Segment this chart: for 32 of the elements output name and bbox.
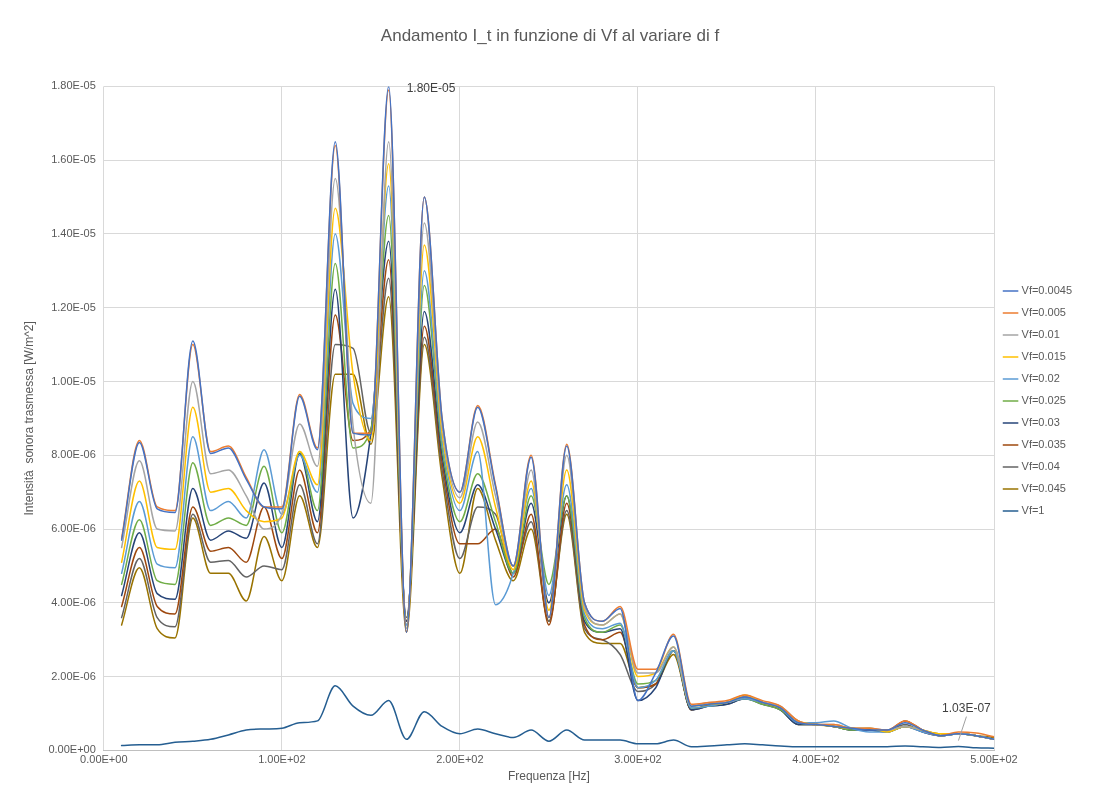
y-tick-label: 2.00E-06 bbox=[51, 669, 96, 682]
x-tick-label: 5.00E+02 bbox=[970, 753, 1018, 766]
y-tick-label: 8.00E-06 bbox=[51, 448, 96, 461]
y-tick-label: 1.60E-05 bbox=[51, 153, 96, 166]
legend-label: Vf=0.035 bbox=[1021, 438, 1066, 451]
x-tick-label: 4.00E+02 bbox=[792, 753, 840, 766]
annotation: 1.80E-05 bbox=[406, 80, 456, 95]
y-tick-label: 1.80E-05 bbox=[51, 79, 96, 92]
legend-label: Vf=0.02 bbox=[1021, 372, 1060, 385]
y-tick-label: 1.20E-05 bbox=[51, 300, 96, 313]
legend-label: Vf=0.01 bbox=[1021, 328, 1060, 341]
y-tick-label: 6.00E-06 bbox=[51, 522, 96, 535]
y-tick-label: 1.00E-05 bbox=[51, 374, 96, 387]
x-tick-label: 2.00E+02 bbox=[436, 753, 484, 766]
legend-label: Vf=0.025 bbox=[1021, 394, 1066, 407]
legend-label: Vf=0.005 bbox=[1021, 306, 1066, 319]
x-tick-label: 1.00E+02 bbox=[258, 753, 306, 766]
x-tick-label: 3.00E+02 bbox=[614, 753, 662, 766]
legend-label: Vf=0.03 bbox=[1021, 416, 1060, 429]
y-tick-label: 1.40E-05 bbox=[51, 226, 96, 239]
y-tick-label: 4.00E-06 bbox=[51, 595, 96, 608]
x-tick-label: 0.00E+00 bbox=[80, 753, 128, 766]
annotation: 1.03E-07 bbox=[942, 700, 992, 715]
legend-label: Vf=1 bbox=[1021, 504, 1045, 517]
legend-label: Vf=0.015 bbox=[1021, 350, 1066, 363]
y-axis-title: Intensità sonora trasmessa [W/m^2] bbox=[21, 321, 36, 516]
legend-label: Vf=0.04 bbox=[1021, 460, 1060, 473]
y-tick-label: 0.00E+00 bbox=[48, 743, 96, 756]
legend-label: Vf=0.045 bbox=[1021, 482, 1066, 495]
chart-title: Andamento I_t in funzione di Vf al variare di f bbox=[380, 25, 720, 45]
x-axis-title: Frequenza [Hz] bbox=[507, 769, 590, 784]
legend-label: Vf=0.0045 bbox=[1021, 284, 1073, 297]
